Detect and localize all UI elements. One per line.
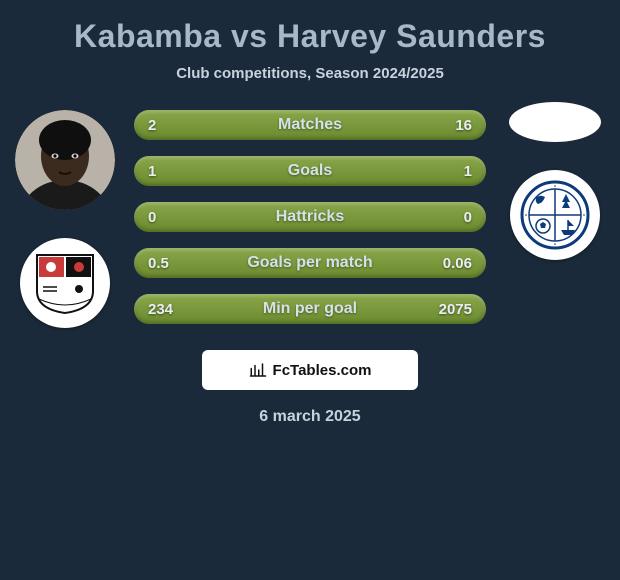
date-label: 6 march 2025 bbox=[10, 408, 610, 426]
stat-right-value: 1 bbox=[464, 163, 472, 180]
stat-right-value: 0.06 bbox=[443, 255, 472, 272]
stat-left-value: 0.5 bbox=[148, 255, 169, 272]
chart-icon bbox=[249, 361, 267, 379]
comparison-infographic: Kabamba vs Harvey Saunders Club competit… bbox=[0, 0, 620, 426]
stat-right-value: 0 bbox=[464, 209, 472, 226]
main-row: 2Matches16 1Goals1 0Hattricks0 0.5Goals per… bbox=[10, 110, 610, 328]
stat-label: Goals per match bbox=[134, 254, 486, 272]
left-column bbox=[10, 110, 120, 328]
stat-label: Min per goal bbox=[134, 300, 486, 318]
stat-right-value: 2075 bbox=[439, 301, 472, 318]
stat-row: 1Goals1 bbox=[134, 156, 486, 186]
stat-right-value: 16 bbox=[455, 117, 472, 134]
left-player-photo bbox=[15, 110, 115, 210]
stat-row: 0.5Goals per match0.06 bbox=[134, 248, 486, 278]
stat-label: Hattricks bbox=[134, 208, 486, 226]
stat-row: 0Hattricks0 bbox=[134, 202, 486, 232]
stat-left-value: 1 bbox=[148, 163, 156, 180]
stats-column: 2Matches16 1Goals1 0Hattricks0 0.5Goals per… bbox=[134, 110, 486, 324]
stat-row: 2Matches16 bbox=[134, 110, 486, 140]
right-club-crest bbox=[510, 170, 600, 260]
stat-row: 234Min per goal2075 bbox=[134, 294, 486, 324]
tranmere-crest-icon bbox=[520, 180, 590, 250]
stat-label: Matches bbox=[134, 116, 486, 134]
bromley-crest-icon bbox=[33, 251, 97, 315]
player-face-icon bbox=[15, 110, 115, 210]
stat-label: Goals bbox=[134, 162, 486, 180]
right-column bbox=[500, 110, 610, 260]
page-title: Kabamba vs Harvey Saunders bbox=[10, 18, 610, 55]
stat-left-value: 2 bbox=[148, 117, 156, 134]
watermark-text: FcTables.com bbox=[273, 362, 372, 379]
stat-left-value: 0 bbox=[148, 209, 156, 226]
right-player-photo-placeholder bbox=[509, 102, 601, 142]
stat-left-value: 234 bbox=[148, 301, 173, 318]
left-club-crest bbox=[20, 238, 110, 328]
watermark: FcTables.com bbox=[202, 350, 418, 390]
subtitle: Club competitions, Season 2024/2025 bbox=[10, 65, 610, 82]
